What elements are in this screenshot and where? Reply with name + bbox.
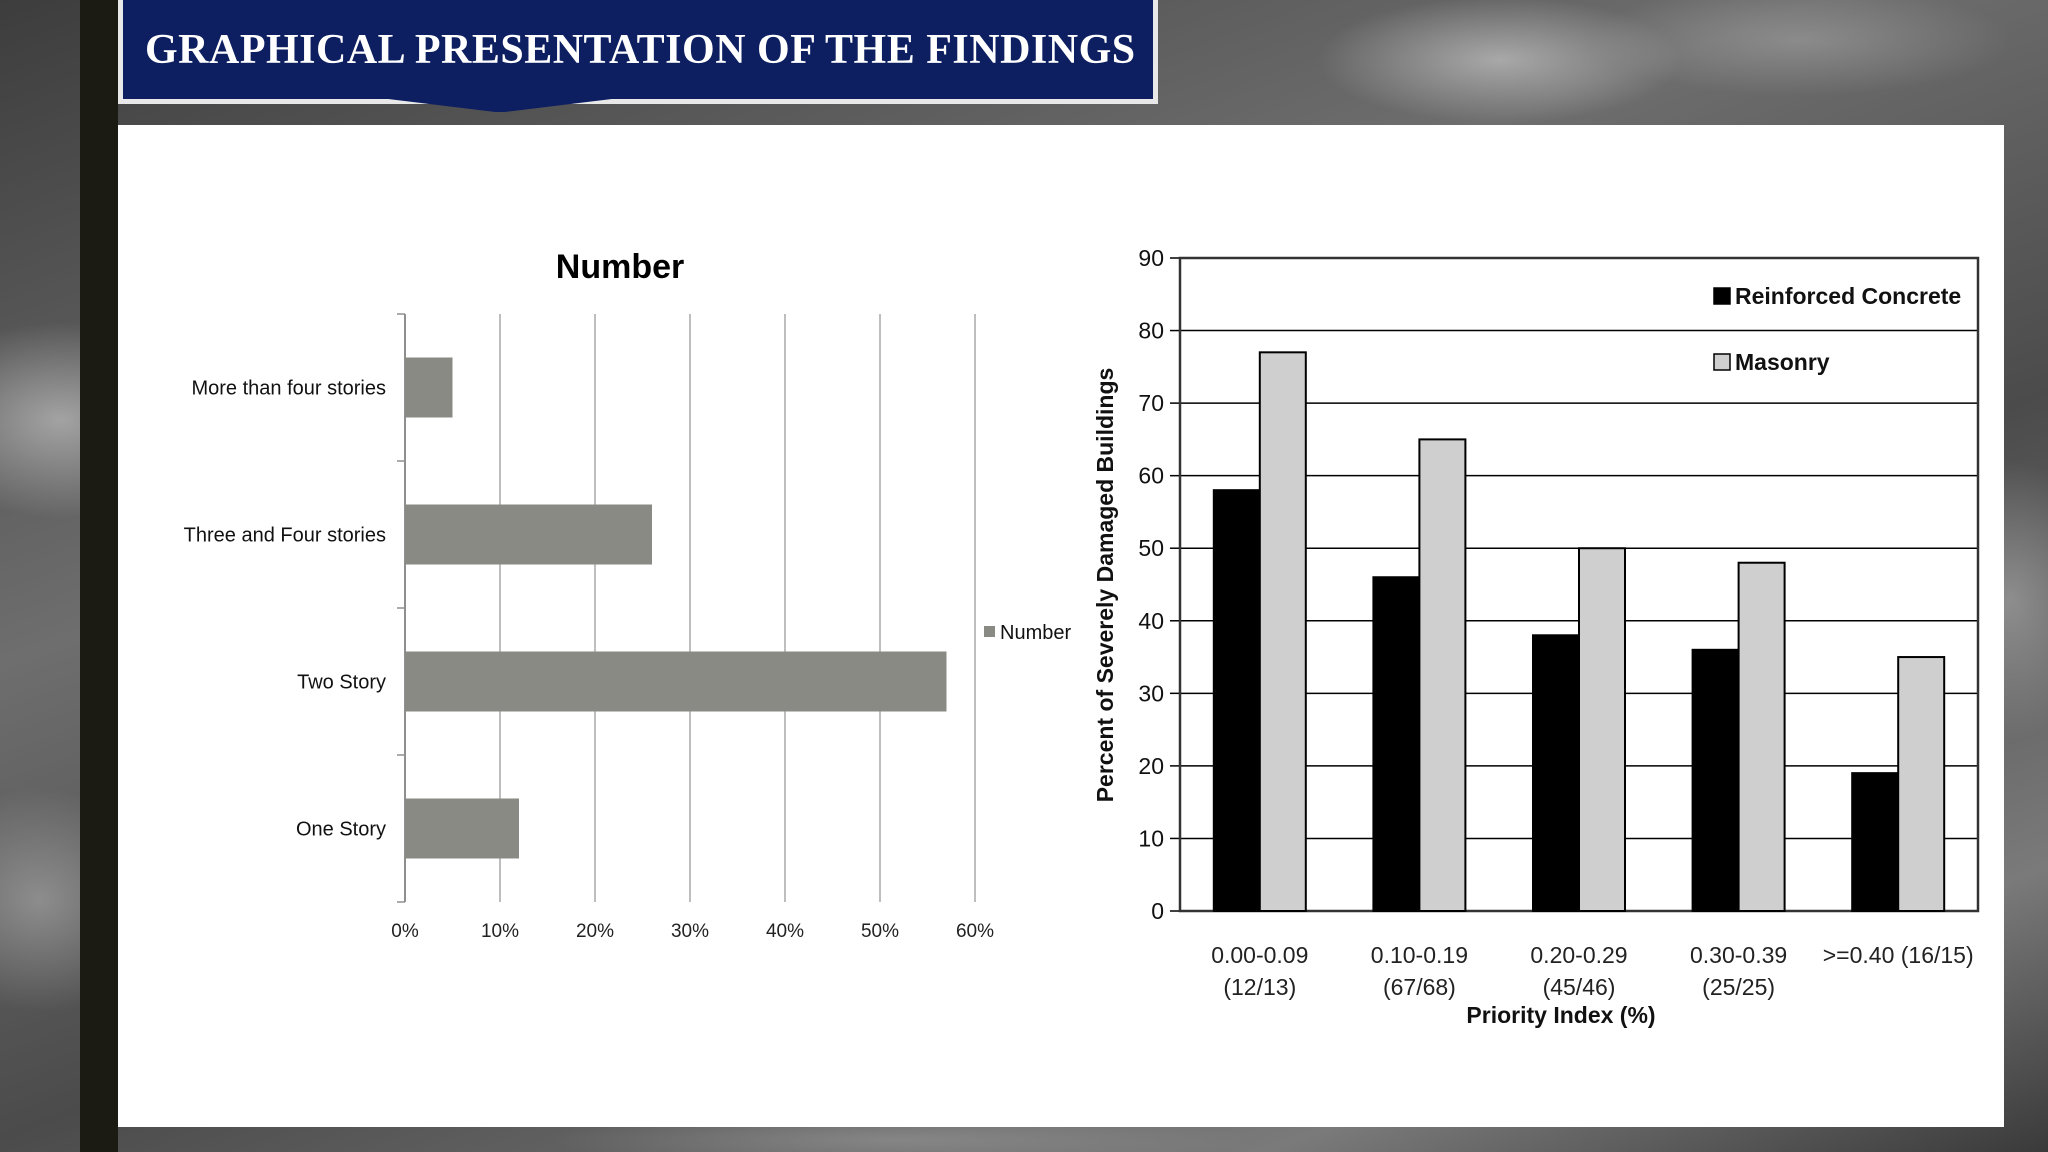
category-label: One Story	[296, 819, 386, 841]
bar-masonry	[1578, 547, 1626, 912]
bar	[405, 357, 453, 418]
title-banner: GRAPHICAL PRESENTATION OF THE FINDINGS	[118, 0, 1158, 104]
x-tick-label: 40%	[766, 921, 804, 942]
y-tick-label: 30	[1138, 680, 1164, 706]
y-axis-label: Percent of Severely Damaged Buildings	[1092, 368, 1118, 803]
slide-title: GRAPHICAL PRESENTATION OF THE FINDINGS	[145, 26, 1136, 73]
bar-masonry	[1418, 438, 1467, 912]
x-tick-label: 0%	[391, 921, 419, 942]
category-label: More than four stories	[191, 378, 386, 400]
x-tick-label: (25/25)	[1702, 974, 1775, 1000]
x-tick-label: 0.30-0.39	[1690, 942, 1787, 968]
y-tick-label: 60	[1138, 463, 1164, 489]
x-tick-label: 10%	[481, 921, 519, 942]
bar-masonry	[1737, 561, 1786, 912]
y-tick-label: 70	[1138, 390, 1164, 416]
x-tick-label: >=0.40 (16/15)	[1823, 942, 1974, 968]
x-tick-label: 30%	[671, 921, 709, 942]
chart-title: Number	[556, 248, 684, 286]
legend-swatch	[1713, 287, 1731, 305]
y-tick-label: 50	[1138, 535, 1164, 561]
x-tick-label: 0.20-0.29	[1530, 942, 1627, 968]
category-label: Two Story	[297, 672, 386, 694]
y-tick-label: 10	[1138, 825, 1164, 851]
legend-label: Number	[1000, 622, 1071, 644]
x-axis-label: Priority Index (%)	[1466, 1002, 1655, 1028]
y-tick-label: 20	[1138, 753, 1164, 779]
y-tick-label: 0	[1151, 898, 1164, 924]
x-tick-label: (12/13)	[1223, 974, 1296, 1000]
x-tick-label: 60%	[956, 921, 994, 942]
legend-label: Reinforced Concrete	[1735, 283, 1961, 309]
y-tick-label: 40	[1138, 608, 1164, 634]
bar-reinforced-concrete	[1212, 489, 1261, 912]
bar-reinforced-concrete	[1532, 634, 1580, 912]
legend-swatch	[984, 626, 995, 637]
bar-reinforced-concrete	[1851, 772, 1900, 913]
legend-swatch	[1713, 353, 1731, 371]
bar-reinforced-concrete	[1372, 576, 1421, 912]
bar	[405, 504, 652, 565]
x-tick-label: (45/46)	[1543, 974, 1616, 1000]
y-tick-label: 90	[1138, 245, 1164, 271]
legend-label: Masonry	[1735, 349, 1830, 375]
category-label: Three and Four stories	[184, 525, 386, 547]
x-tick-label: 50%	[861, 921, 899, 942]
x-tick-label: 0.10-0.19	[1371, 942, 1468, 968]
bar-masonry	[1897, 656, 1946, 912]
bar	[405, 651, 947, 712]
bar-reinforced-concrete	[1691, 648, 1740, 912]
x-tick-label: 0.00-0.09	[1211, 942, 1308, 968]
x-tick-label: 20%	[576, 921, 614, 942]
y-tick-label: 80	[1138, 318, 1164, 344]
bar-masonry	[1258, 351, 1307, 913]
bar	[405, 798, 519, 859]
content-panel	[118, 125, 2004, 1127]
left-accent-stripe	[80, 0, 118, 1152]
x-tick-label: (67/68)	[1383, 974, 1456, 1000]
